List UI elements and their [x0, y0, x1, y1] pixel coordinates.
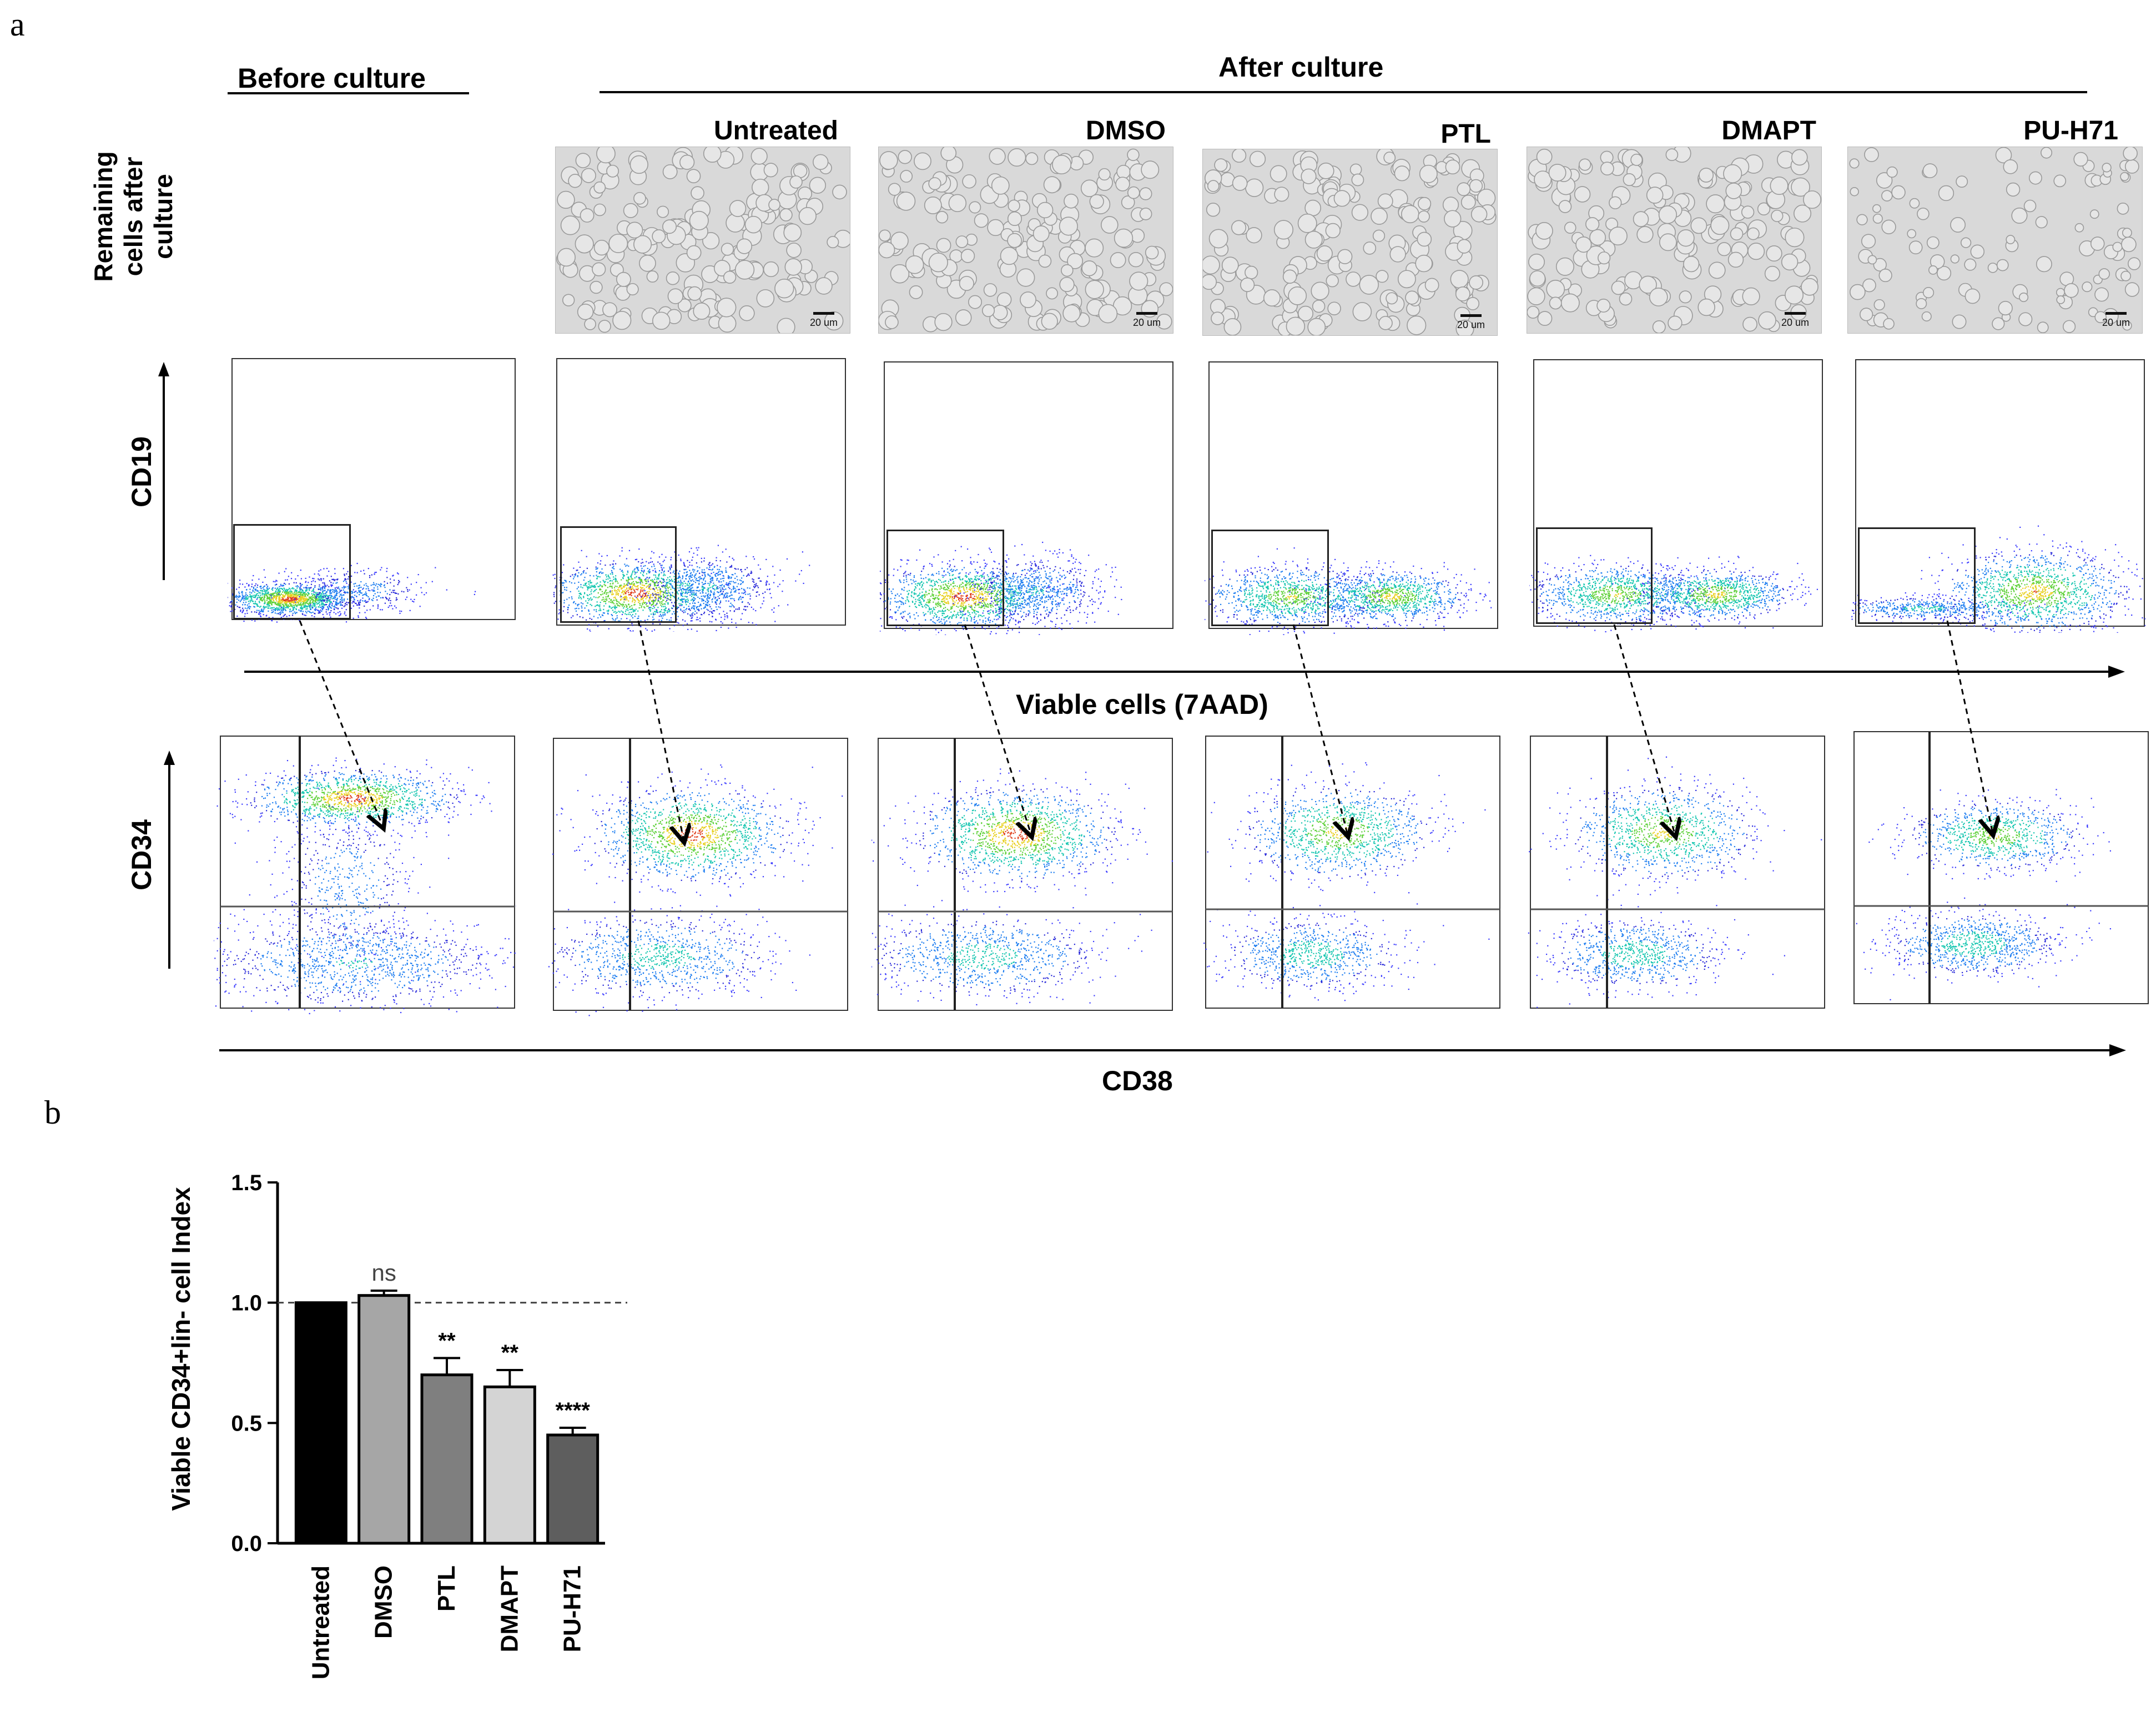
before-culture-rule	[228, 92, 469, 94]
cd19-gate-before	[233, 524, 351, 620]
cd19-plot-untreated	[505, 354, 847, 661]
category-label: PTL	[433, 1565, 460, 1612]
cd34-axis-label: CD34	[125, 819, 158, 890]
condition-label-pu-h71: PU-H71	[1835, 115, 2118, 146]
micrograph-pu-h71: 20 um	[1847, 147, 2143, 334]
cd34-plot-ptl	[1193, 732, 1502, 1015]
viable-axis-arrow	[244, 666, 2125, 678]
micrograph-ptl: 20 um	[1202, 149, 1498, 336]
cd19-gate-untreated	[560, 526, 677, 623]
micrograph-dmapt: 20 um	[1527, 147, 1822, 334]
cd19-gate-dmso	[886, 530, 1004, 626]
cd34-plot-dmapt	[1504, 732, 1826, 1015]
bar-pu-h71	[546, 1433, 600, 1545]
before-culture-header: Before culture	[238, 62, 426, 94]
cd34-plot-dmso	[794, 734, 1186, 1017]
condition-label-ptl: PTL	[1208, 119, 1491, 149]
cd19-gate-ptl	[1211, 530, 1329, 626]
cd34-plot-before	[108, 732, 592, 1043]
cd19-gate-dmapt	[1536, 527, 1653, 624]
category-label: DMAPT	[496, 1565, 523, 1653]
cd38-axis-label: CD38	[1102, 1065, 1173, 1097]
viable-axis-label: Viable cells (7AAD)	[1016, 688, 1268, 721]
micrograph-untreated: 20 um	[555, 147, 850, 334]
panel-b-letter: b	[44, 1094, 61, 1132]
bar-chart: 0.0 0.5 1.0 1.5 Untreated ns DMSO ** PTL ** DMAPT *…	[231, 1171, 627, 1679]
cd19-axis-arrow	[158, 362, 169, 580]
bar-dmapt	[483, 1385, 536, 1545]
cd19-plot-dmso	[840, 357, 1180, 653]
significance-label: ****	[556, 1398, 591, 1423]
panel-a-letter: a	[10, 6, 25, 44]
cd34-axis-arrow	[164, 751, 175, 969]
y-tick-label: 1.5	[231, 1171, 262, 1195]
bar-untreated	[294, 1301, 347, 1545]
after-culture-header: After culture	[1218, 51, 1383, 83]
cd19-plot-pu-h71	[1799, 355, 2156, 657]
y-tick-label: 1.0	[231, 1291, 262, 1316]
condition-label-dmapt: DMAPT	[1533, 115, 1816, 146]
bar-dmso	[357, 1294, 411, 1545]
cd34-plot-pu-h71	[1831, 727, 2150, 1010]
microscopy-row-label: Remaining cells after culture	[88, 151, 178, 281]
category-label: Untreated	[307, 1565, 334, 1679]
condition-label-untreated: Untreated	[555, 115, 838, 146]
condition-label-dmso: DMSO	[883, 115, 1166, 146]
cd19-axis-label: CD19	[125, 436, 158, 507]
y-tick-label: 0.0	[231, 1532, 262, 1556]
cd34-plot-untreated	[491, 734, 895, 1017]
y-tick-label: 0.5	[231, 1411, 262, 1436]
significance-label: ns	[371, 1260, 396, 1286]
cd19-gate-pu-h71	[1858, 527, 1976, 624]
cd19-plot-dmapt	[1474, 355, 1836, 639]
significance-label: **	[438, 1328, 456, 1353]
bar-chart-ylabel: Viable CD34+lin- cell Index	[166, 1187, 196, 1510]
bar-ptl	[420, 1373, 473, 1545]
micrograph-dmso: 20 um	[878, 147, 1173, 334]
category-label: DMSO	[370, 1565, 397, 1639]
after-culture-rule	[600, 91, 2087, 93]
category-label: PU-H71	[559, 1565, 586, 1653]
cd19-plot-ptl	[1162, 357, 1511, 650]
cd38-axis-arrow	[219, 1044, 2126, 1056]
significance-label: **	[501, 1341, 519, 1365]
cd19-plot-before	[193, 354, 516, 628]
